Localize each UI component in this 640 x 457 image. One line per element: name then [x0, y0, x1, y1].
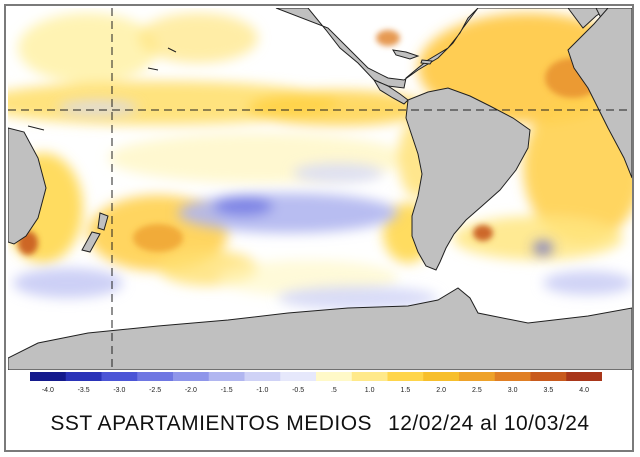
south-america-land [405, 87, 531, 271]
colorbar-swatch [65, 372, 102, 381]
colorbar-tick-label: -0.5 [292, 387, 304, 394]
colorbar-tick-label: 3.5 [544, 387, 554, 394]
colorbar-tick-label: 2.0 [436, 387, 446, 394]
central-america-land [372, 78, 409, 105]
pacific-islands [27, 47, 177, 131]
antarctica-land [8, 287, 632, 370]
land-masses [8, 8, 632, 370]
colorbar-swatch [423, 372, 460, 381]
colorbar-tick-label: -2.5 [149, 387, 161, 394]
caribbean-island-1 [392, 49, 420, 60]
colorbar-tick-label: -1.5 [221, 387, 233, 394]
colorbar-tick-label: 1.5 [401, 387, 411, 394]
cool-anomaly-areas [13, 100, 632, 310]
colorbar-tick-label: .5 [331, 387, 337, 394]
colorbar-swatch [530, 372, 567, 381]
colorbar-tick-label: 2.5 [472, 387, 482, 394]
colorbar-tick-label: -3.0 [113, 387, 125, 394]
colorbar-tick-label: -2.0 [185, 387, 197, 394]
colorbar-tick-label: -4.0 [42, 387, 54, 394]
colorbar-swatch [566, 372, 602, 381]
colorbar-tick-label: -1.0 [256, 387, 268, 394]
colorbar-swatch [280, 372, 317, 381]
figure-caption: SST APARTAMIENTOS MEDIOS 12/02/24 al 10/… [0, 404, 640, 444]
sst-anomaly-map [8, 8, 632, 370]
caption-period: 12/02/24 al 10/03/24 [388, 412, 590, 435]
colorbar-tick-label: 1.0 [365, 387, 375, 394]
australia-land [8, 127, 47, 245]
colorbar-swatch [244, 372, 281, 381]
caption-title: SST APARTAMIENTOS MEDIOS [50, 412, 373, 435]
africa-land [567, 8, 632, 179]
colorbar-swatch [316, 372, 353, 381]
colorbar-swatch [351, 372, 388, 381]
new-zealand-north [97, 212, 109, 231]
colorbar-swatch [137, 372, 174, 381]
colorbar-swatch [101, 372, 138, 381]
colorbar-tick-label: 4.0 [579, 387, 589, 394]
caribbean-island-2 [420, 59, 433, 65]
colorbar: -4.0 -3.5 -3.0 -2.5 -2.0 -1.5 -1.0 -0.5 .5 1.0 1.5… [30, 372, 602, 394]
new-zealand-south [81, 231, 101, 253]
colorbar-tick-label: 3.0 [508, 387, 518, 394]
colorbar-swatch [30, 372, 67, 381]
colorbar-tick-label: -3.5 [78, 387, 90, 394]
colorbar-swatch [494, 372, 531, 381]
colorbar-swatch [173, 372, 210, 381]
colorbar-swatch [459, 372, 496, 381]
colorbar-swatch [387, 372, 424, 381]
colorbar-swatch [208, 372, 245, 381]
